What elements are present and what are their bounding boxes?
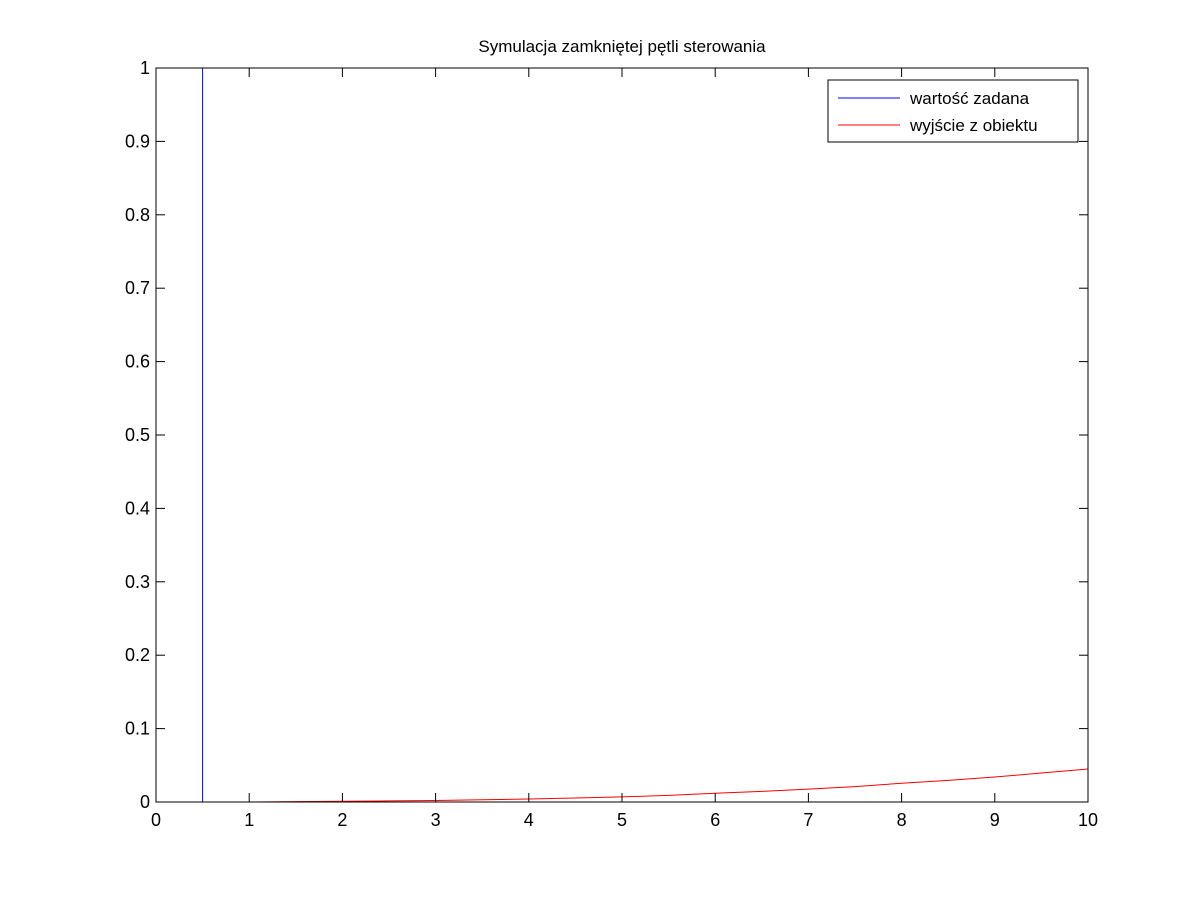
legend-label-setpoint: wartość zadana <box>909 89 1030 108</box>
x-tick-label: 2 <box>337 810 347 830</box>
y-tick-label: 1 <box>140 58 150 78</box>
y-tick-label: 0.3 <box>125 572 150 592</box>
y-tick-label: 0.2 <box>125 645 150 665</box>
y-tick-label: 0.5 <box>125 425 150 445</box>
x-tick-label: 5 <box>617 810 627 830</box>
legend-box <box>827 79 1079 143</box>
y-tick-label: 0.9 <box>125 131 150 151</box>
x-tick-label: 10 <box>1078 810 1098 830</box>
axes-layer: 0 1 2 3 4 5 6 7 8 9 10 0 0.1 0.2 0.3 0.4 0.5 0.6 0.7 0.8 0.9… <box>125 58 1098 830</box>
y-tick-label: 0.7 <box>125 278 150 298</box>
y-tick-label: 0.6 <box>125 352 150 372</box>
x-tick-label: 8 <box>897 810 907 830</box>
y-tick-label: 0 <box>140 792 150 812</box>
x-tick-label: 7 <box>803 810 813 830</box>
y-tick-label: 0.8 <box>125 205 150 225</box>
legend-label-output: wyjście z obiektu <box>909 116 1038 135</box>
legend: wartość zadana wyjście z obiektu <box>827 79 1079 143</box>
chart-title: Symulacja zamkniętej pętli sterowania <box>478 37 766 56</box>
x-tick-label: 4 <box>524 810 534 830</box>
x-tick-label: 3 <box>431 810 441 830</box>
x-tick-label: 6 <box>710 810 720 830</box>
x-tick-label: 9 <box>990 810 1000 830</box>
y-tick-label: 0.4 <box>125 498 150 518</box>
x-tick-label: 0 <box>151 810 161 830</box>
x-tick-label: 1 <box>244 810 254 830</box>
y-tick-label: 0.1 <box>125 719 150 739</box>
